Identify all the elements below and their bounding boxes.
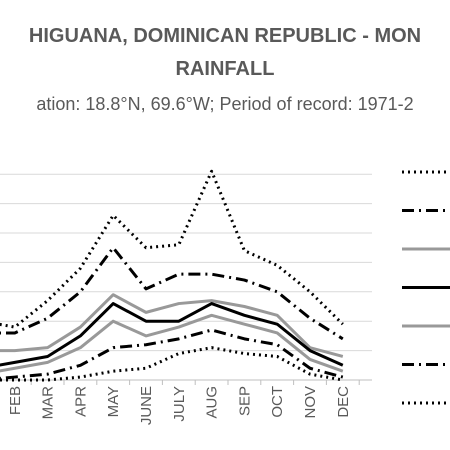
- x-tick-label: FEB: [7, 386, 24, 415]
- x-tick-label: NOV: [302, 386, 319, 419]
- x-tick-label: MAY: [105, 386, 122, 417]
- series-line-3: [0, 293, 344, 358]
- series-line-2: [0, 246, 344, 341]
- chart-subtitle: ation: 18.8°N, 69.6°W; Period of record:…: [36, 94, 414, 114]
- x-tick-label: MAR: [40, 386, 57, 420]
- series-line-5: [0, 313, 344, 373]
- chart-title-line1: HIGUANA, DOMINICAN REPUBLIC - MON: [28, 25, 422, 47]
- series-line-6: [0, 328, 344, 380]
- x-tick-label: SEP: [236, 386, 253, 416]
- series-line-1: [0, 169, 344, 329]
- chart-title-line2: RAINFALL: [175, 58, 275, 80]
- series-line-4: [0, 302, 344, 367]
- x-tick-label: JUNE: [138, 386, 155, 425]
- x-tick-label: APR: [72, 386, 89, 417]
- series-line-7: [0, 346, 344, 382]
- x-tick-label: AUG: [204, 386, 221, 419]
- legend: [402, 170, 450, 405]
- x-tick-labels: FEB MAR APR MAY JUNE JULY AUG SEP OCT NOV DEC: [7, 386, 352, 425]
- x-tick-label: JULY: [171, 386, 188, 422]
- series-lines: [0, 169, 344, 382]
- x-tick-label: DEC: [335, 386, 352, 418]
- x-tick-label: OCT: [269, 386, 286, 418]
